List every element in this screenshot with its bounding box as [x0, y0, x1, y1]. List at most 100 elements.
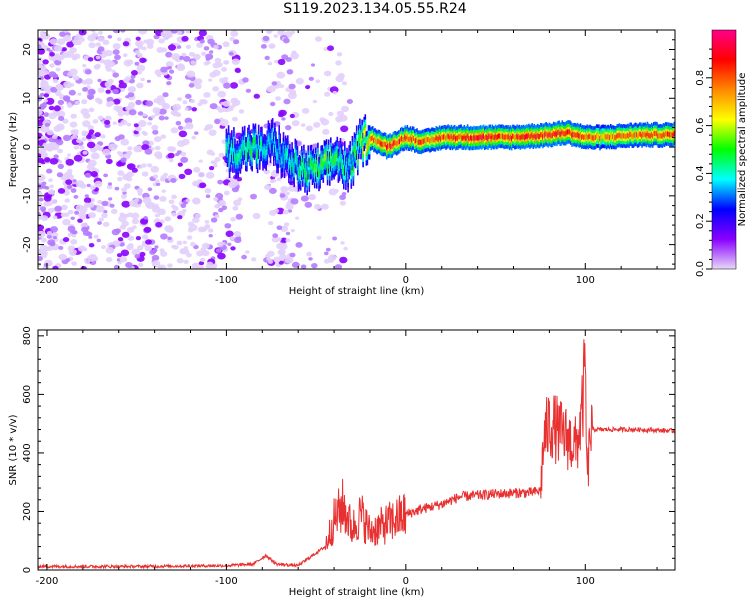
- ridge-segment: [251, 150, 253, 158]
- noise-speckle: [102, 221, 110, 227]
- ridge-segment: [395, 141, 398, 147]
- noise-speckle: [221, 205, 228, 211]
- noise-speckle: [65, 179, 73, 185]
- ridge-segment: [513, 133, 515, 139]
- noise-speckle: [301, 107, 310, 114]
- ridge-segment: [435, 135, 438, 141]
- ridge-segment: [672, 132, 674, 138]
- ridge-segment: [225, 142, 228, 150]
- noise-speckle: [236, 177, 243, 182]
- noise-speckle: [120, 88, 125, 92]
- noise-speckle: [167, 152, 175, 159]
- ridge-segment: [254, 136, 257, 145]
- noise-speckle: [62, 218, 71, 226]
- noise-speckle: [38, 224, 45, 231]
- ridge-segment: [391, 143, 393, 149]
- ridge-segment: [402, 137, 404, 143]
- ridge-segment: [447, 133, 449, 139]
- ridge-segment: [556, 131, 558, 137]
- ridge-segment: [398, 138, 401, 144]
- noise-speckle: [118, 79, 124, 84]
- ridge-segment: [607, 133, 610, 139]
- ridge-segment: [608, 135, 611, 141]
- ridge-segment: [256, 152, 259, 160]
- noise-speckle: [79, 214, 87, 220]
- noise-speckle: [217, 90, 227, 98]
- ridge-segment: [592, 135, 595, 141]
- colorbar-tick-label: 0.4: [695, 165, 706, 181]
- noise-speckle: [113, 264, 120, 269]
- noise-speckle: [51, 199, 58, 205]
- ridge-segment: [528, 132, 530, 138]
- ridge-segment: [617, 133, 620, 139]
- ridge-segment: [571, 132, 573, 138]
- ridge-segment: [346, 161, 348, 169]
- noise-speckle: [285, 191, 290, 196]
- ridge-segment: [431, 136, 433, 142]
- ridge-segment: [322, 162, 325, 170]
- ridge-segment: [247, 141, 249, 149]
- snr-ytick-label: 400: [22, 443, 33, 462]
- noise-speckle: [280, 186, 289, 193]
- ridge-segment: [470, 135, 472, 141]
- ridge-segment: [285, 151, 288, 159]
- ridge-segment: [638, 132, 640, 138]
- ridge-segment: [563, 131, 566, 137]
- noise-speckle: [127, 86, 137, 93]
- noise-speckle: [164, 216, 172, 222]
- noise-speckle: [134, 253, 141, 259]
- ridge-segment: [381, 141, 384, 147]
- ridge-segment: [324, 154, 327, 162]
- noise-speckle: [181, 35, 189, 42]
- ridge-segment: [585, 135, 587, 141]
- ridge-segment: [636, 133, 639, 139]
- noise-speckle: [295, 77, 304, 85]
- noise-speckle: [112, 49, 120, 55]
- noise-speckle: [141, 171, 149, 177]
- noise-speckle: [73, 195, 79, 199]
- ridge-segment: [566, 129, 569, 135]
- noise-speckle: [87, 254, 96, 262]
- noise-speckle: [146, 201, 156, 209]
- noise-speckle: [312, 143, 319, 149]
- noise-speckle: [272, 233, 279, 238]
- noise-speckle: [277, 237, 282, 242]
- ridge-segment: [537, 133, 540, 139]
- ridge-segment: [488, 133, 490, 139]
- noise-speckle: [180, 156, 189, 163]
- noise-speckle: [41, 153, 47, 158]
- noise-speckle: [38, 76, 44, 81]
- noise-speckle: [140, 77, 145, 82]
- noise-speckle: [121, 187, 127, 193]
- heatmap-xtick-label: -100: [215, 275, 238, 286]
- noise-speckle: [67, 232, 73, 237]
- noise-speckle: [46, 245, 54, 251]
- ridge-segment: [373, 138, 375, 144]
- noise-speckle: [279, 84, 285, 88]
- ridge-segment: [228, 157, 231, 165]
- noise-speckle: [192, 197, 201, 205]
- noise-speckle: [273, 34, 279, 38]
- noise-speckle: [194, 213, 201, 219]
- ridge-segment: [411, 135, 414, 141]
- ridge-segment: [583, 134, 585, 140]
- ridge-segment: [492, 135, 495, 141]
- ridge-segment: [479, 134, 482, 140]
- noise-speckle: [55, 90, 62, 96]
- ridge-segment: [269, 142, 272, 150]
- ridge-segment: [641, 133, 643, 139]
- ridge-segment: [504, 134, 507, 140]
- noise-speckle: [121, 231, 130, 238]
- ridge-segment: [521, 134, 524, 140]
- noise-speckle: [315, 36, 322, 42]
- noise-speckle: [135, 236, 141, 241]
- ridge-segment: [629, 131, 631, 137]
- noise-speckle: [116, 253, 123, 258]
- noise-speckle: [245, 250, 250, 254]
- noise-speckle: [137, 71, 142, 75]
- noise-speckle: [280, 237, 288, 243]
- noise-speckle: [38, 197, 44, 202]
- noise-speckle: [154, 145, 161, 151]
- noise-speckle: [42, 59, 49, 65]
- ridge-segment: [403, 136, 405, 142]
